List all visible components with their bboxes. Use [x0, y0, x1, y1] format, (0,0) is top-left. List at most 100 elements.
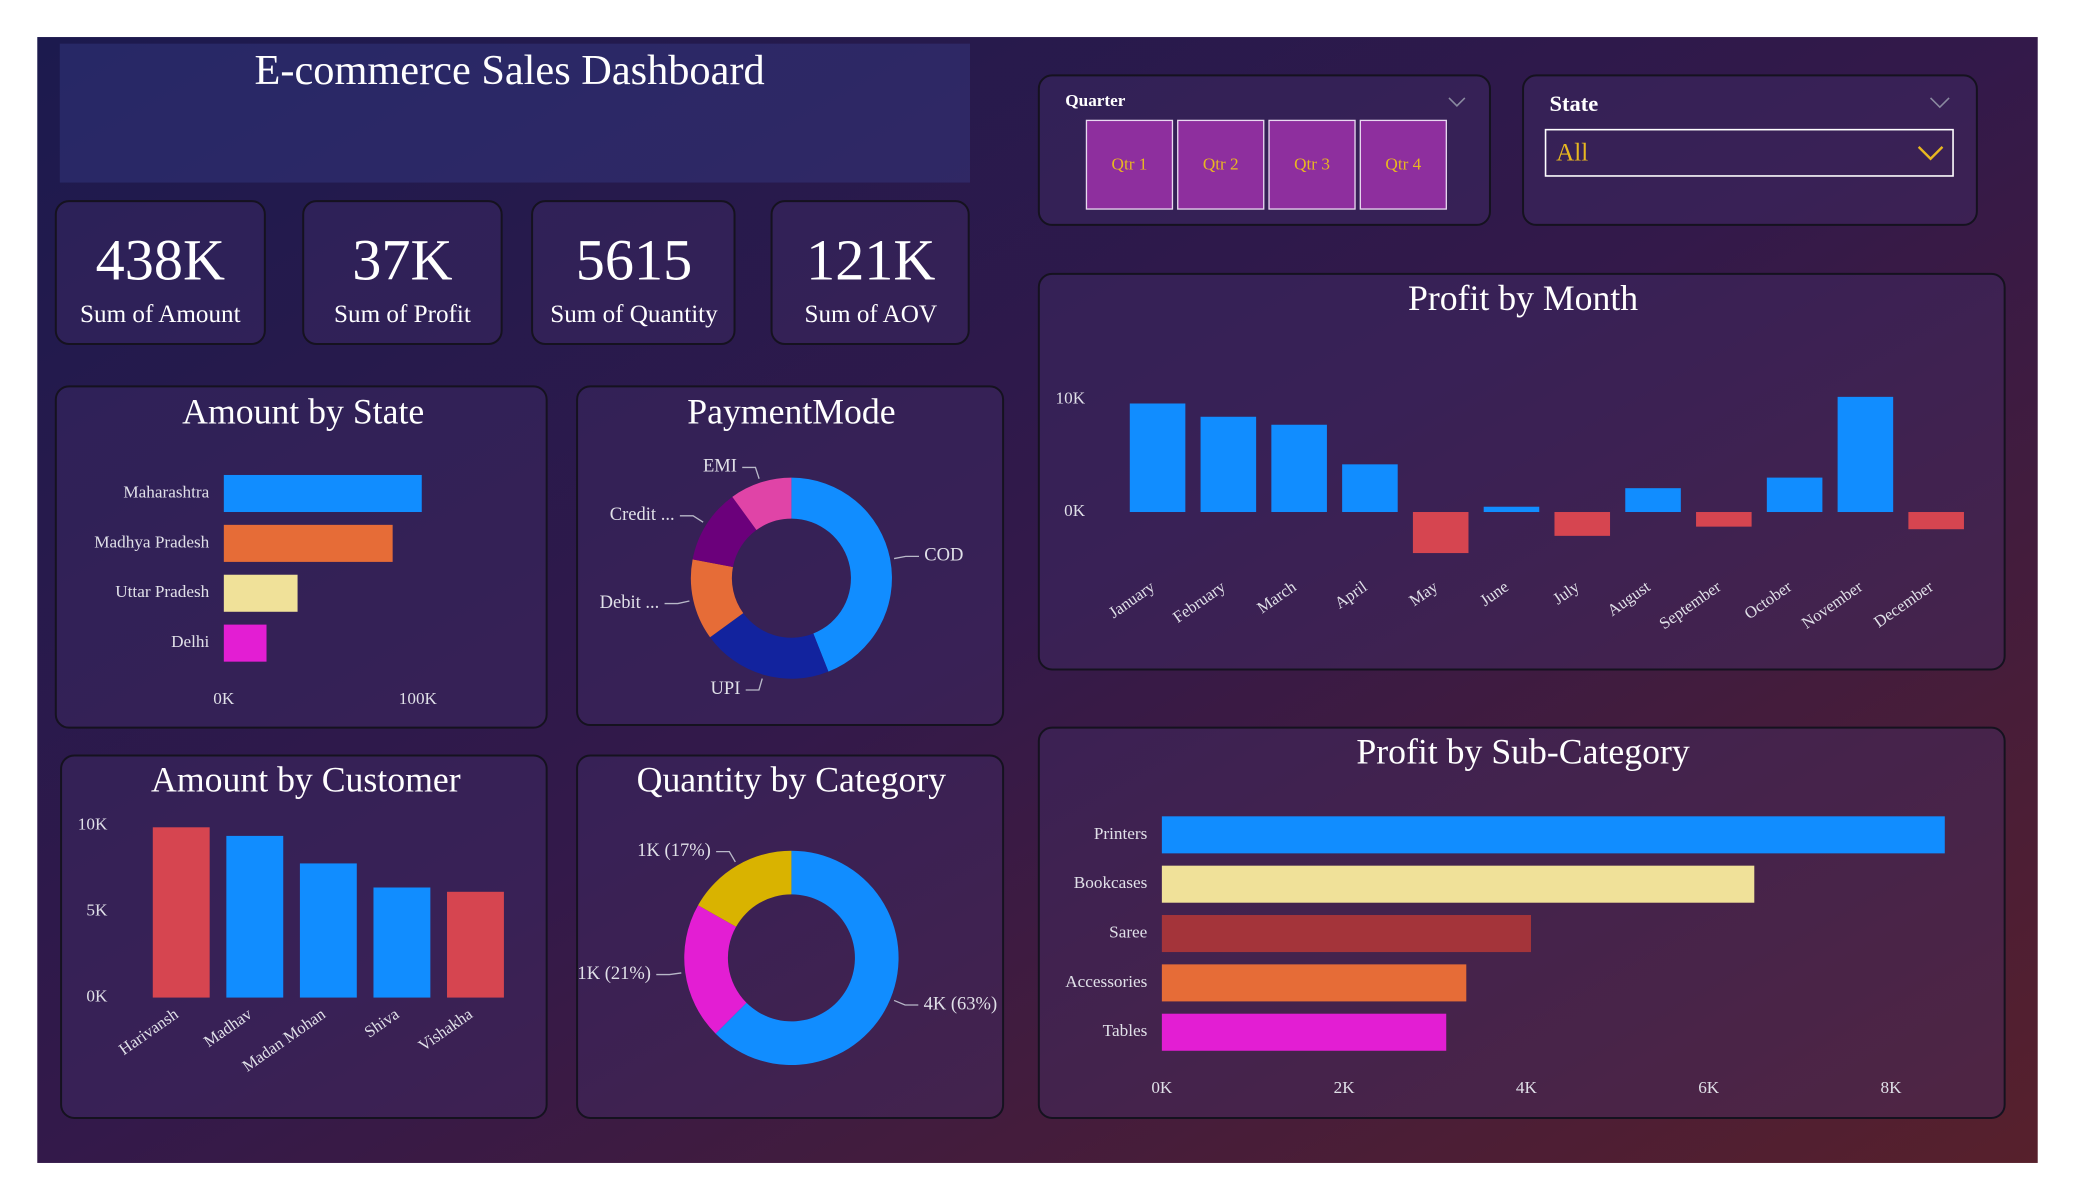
donut-segment	[690, 559, 744, 638]
quarter-buttons: Qtr 1 Qtr 2 Qtr 3 Qtr 4	[1085, 119, 1447, 210]
quarter-button[interactable]	[1177, 119, 1265, 210]
donut-segment	[732, 477, 792, 531]
y-tick-label: 0K	[86, 987, 108, 1006]
kpi-label: Sum of AOV	[804, 301, 937, 328]
bar	[1161, 816, 1945, 854]
bar	[223, 624, 267, 662]
bar	[226, 835, 284, 998]
category-label: UPI	[711, 678, 741, 699]
bar	[447, 891, 504, 998]
donut-segment	[684, 905, 747, 1034]
quarter-button-label[interactable]: Qtr 1	[1112, 154, 1148, 173]
chevron[interactable]	[1917, 146, 1944, 161]
donut-segment	[791, 477, 892, 672]
y-tick-label: Tables	[1103, 1021, 1148, 1040]
kpi-card	[531, 200, 736, 345]
quarter-button-label[interactable]: Qtr 4	[1385, 154, 1421, 173]
kpi-label: Sum of Amount	[80, 301, 241, 328]
donut-segment	[698, 850, 792, 927]
bar	[1200, 416, 1257, 513]
dropdown-value[interactable]: All	[1556, 140, 1588, 167]
x-tick-label: 4K	[1516, 1078, 1538, 1097]
bar	[1129, 403, 1186, 513]
x-tick-label: 0K	[1151, 1078, 1173, 1097]
leader-line	[679, 515, 704, 523]
leader-line	[893, 999, 919, 1006]
y-tick-label: 5K	[86, 901, 108, 920]
kpi-card	[54, 200, 266, 345]
bar	[1271, 424, 1327, 513]
bar	[223, 474, 422, 513]
kpi-value: 438K	[96, 227, 225, 292]
chart-title: Quantity by Category	[637, 759, 947, 799]
chevron	[1929, 97, 1950, 109]
bar	[1161, 1013, 1447, 1051]
donut-segment	[710, 613, 829, 679]
category-label: Credit ...	[610, 504, 675, 525]
chart-title: Amount by Customer	[151, 759, 461, 799]
data-label: 1K (17%)	[637, 840, 711, 861]
y-tick-label: Bookcases	[1074, 873, 1148, 892]
leader-line	[745, 678, 763, 691]
chart-title: Amount by State	[182, 392, 424, 432]
category-label: EMI	[703, 456, 737, 477]
bar	[152, 827, 210, 998]
category-label: COD	[924, 545, 963, 566]
leader-line	[893, 555, 920, 560]
bar	[1161, 915, 1531, 953]
bar	[1908, 512, 1964, 530]
chart-panel	[1037, 272, 2006, 671]
quarter-button[interactable]	[1268, 119, 1356, 210]
x-tick-label: 8K	[1881, 1078, 1903, 1097]
kpi-card	[302, 200, 503, 345]
y-tick-label: Maharashtra	[123, 482, 209, 501]
bar	[223, 524, 393, 562]
bar	[1554, 512, 1611, 536]
bar	[1837, 396, 1894, 513]
kpi-value: 121K	[806, 227, 935, 292]
state-dropdown[interactable]	[1544, 128, 1954, 177]
quarter-button-label[interactable]: Qtr 2	[1203, 154, 1239, 173]
state-slicer	[1522, 74, 1978, 226]
bar	[1483, 506, 1540, 513]
data-label: 1K (21%)	[577, 963, 651, 984]
chevron	[1448, 97, 1466, 107]
donut-segment	[692, 496, 757, 568]
quarter-button-label[interactable]: Qtr 3	[1294, 154, 1330, 173]
chart-title: PaymentMode	[687, 392, 895, 432]
y-tick-label: Uttar Pradesh	[115, 582, 209, 601]
leader-line	[742, 466, 760, 479]
x-tick-label: 2K	[1334, 1078, 1356, 1097]
x-tick-label: 6K	[1698, 1078, 1720, 1097]
leader-line	[664, 600, 690, 605]
y-tick-label: Saree	[1109, 922, 1148, 941]
quarter-button[interactable]	[1359, 119, 1447, 210]
kpi-value: 5615	[576, 227, 692, 292]
y-tick-label: 0K	[1064, 501, 1086, 520]
x-tick-label: 0K	[213, 689, 235, 708]
slicer-label: State	[1550, 91, 1599, 116]
quarter-button[interactable]	[1085, 119, 1174, 210]
chart-panel	[576, 385, 1005, 727]
dashboard-title: E-commerce Sales Dashboard	[255, 47, 765, 94]
bar	[1696, 512, 1752, 527]
x-tick-label: 100K	[399, 689, 438, 708]
y-tick-label: Madhya Pradesh	[94, 532, 209, 551]
bar	[299, 863, 357, 998]
bar	[223, 574, 298, 612]
slicer-label: Quarter	[1065, 91, 1126, 110]
bar	[1766, 477, 1823, 513]
bar	[1342, 464, 1398, 513]
chart-title: Profit by Month	[1408, 278, 1638, 318]
bar	[373, 887, 431, 998]
y-tick-label: 10K	[78, 815, 108, 834]
y-tick-label: Delhi	[171, 632, 209, 651]
kpi-label: Sum of Profit	[334, 301, 471, 328]
data-label: 4K (63%)	[924, 993, 998, 1014]
category-label: Debit ...	[600, 592, 660, 613]
chart-title: Profit by Sub-Category	[1356, 732, 1689, 772]
bar	[1412, 512, 1469, 554]
bar	[1161, 865, 1755, 903]
kpi-card	[770, 200, 970, 345]
